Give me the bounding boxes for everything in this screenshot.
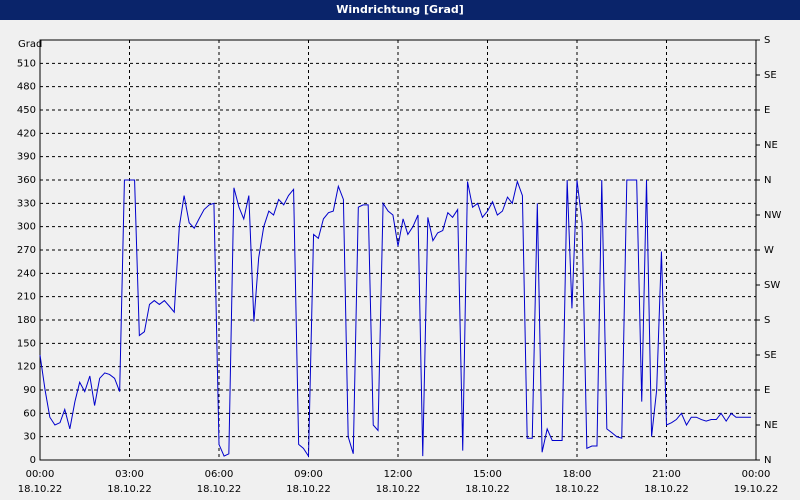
y2-tick-label: NW — [764, 210, 781, 221]
y-tick-label: 60 — [23, 408, 36, 419]
y-tick-label: 420 — [17, 128, 36, 139]
y2-tick-label: SE — [764, 70, 777, 81]
y2-tick-label: S — [764, 315, 770, 326]
y-tick-label: 510 — [17, 58, 36, 69]
x-tick-label: 15:00 — [473, 469, 502, 480]
y2-tick-label: W — [764, 245, 774, 256]
y-tick-label: 450 — [17, 105, 36, 116]
y-axis-label: Grad — [18, 39, 42, 50]
y2-tick-label: SW — [764, 280, 780, 291]
y-tick-label: 240 — [17, 268, 36, 279]
x-tick-label: 09:00 — [294, 469, 323, 480]
y2-tick-label: NE — [764, 420, 778, 431]
y-tick-label: 480 — [17, 82, 36, 93]
y-tick-label: 390 — [17, 152, 36, 163]
y-tick-label: 120 — [17, 362, 36, 373]
y2-tick-label: N — [764, 455, 771, 466]
y2-tick-label: E — [764, 385, 770, 396]
x-tick-date: 19.10.22 — [734, 484, 779, 495]
x-tick-label: 00:00 — [742, 469, 771, 480]
x-tick-label: 06:00 — [205, 469, 234, 480]
y-tick-label: 270 — [17, 245, 36, 256]
plot-frame — [39, 39, 757, 461]
y2-tick-label: NE — [764, 140, 778, 151]
y-tick-label: 330 — [17, 198, 36, 209]
x-tick-label: 00:00 — [26, 469, 55, 480]
x-tick-label: 21:00 — [652, 469, 681, 480]
y-tick-label: 0 — [30, 455, 36, 466]
x-tick-label: 12:00 — [384, 469, 413, 480]
x-tick-date: 18.10.22 — [465, 484, 510, 495]
y-tick-label: 360 — [17, 175, 36, 186]
y-tick-label: 150 — [17, 338, 36, 349]
x-tick-date: 18.10.22 — [18, 484, 63, 495]
y2-tick-label: E — [764, 105, 770, 116]
x-tick-label: 03:00 — [115, 469, 144, 480]
x-tick-date: 18.10.22 — [376, 484, 421, 495]
title-bar — [0, 0, 800, 20]
y-tick-label: 30 — [23, 432, 36, 443]
x-tick-label: 18:00 — [563, 469, 592, 480]
y-tick-label: 90 — [23, 385, 36, 396]
y-tick-label: 180 — [17, 315, 36, 326]
x-tick-date: 18.10.22 — [107, 484, 152, 495]
y-tick-label: 300 — [17, 222, 36, 233]
x-tick-date: 18.10.22 — [286, 484, 331, 495]
y2-tick-label: S — [764, 35, 770, 46]
data-line — [39, 179, 751, 458]
x-tick-date: 18.10.22 — [555, 484, 600, 495]
y2-tick-label: N — [764, 175, 771, 186]
x-tick-date: 18.10.22 — [644, 484, 689, 495]
chart-title: Windrichtung [Grad] — [336, 3, 464, 16]
x-tick-date: 18.10.22 — [197, 484, 242, 495]
y2-tick-label: SE — [764, 350, 777, 361]
y-tick-label: 210 — [17, 292, 36, 303]
